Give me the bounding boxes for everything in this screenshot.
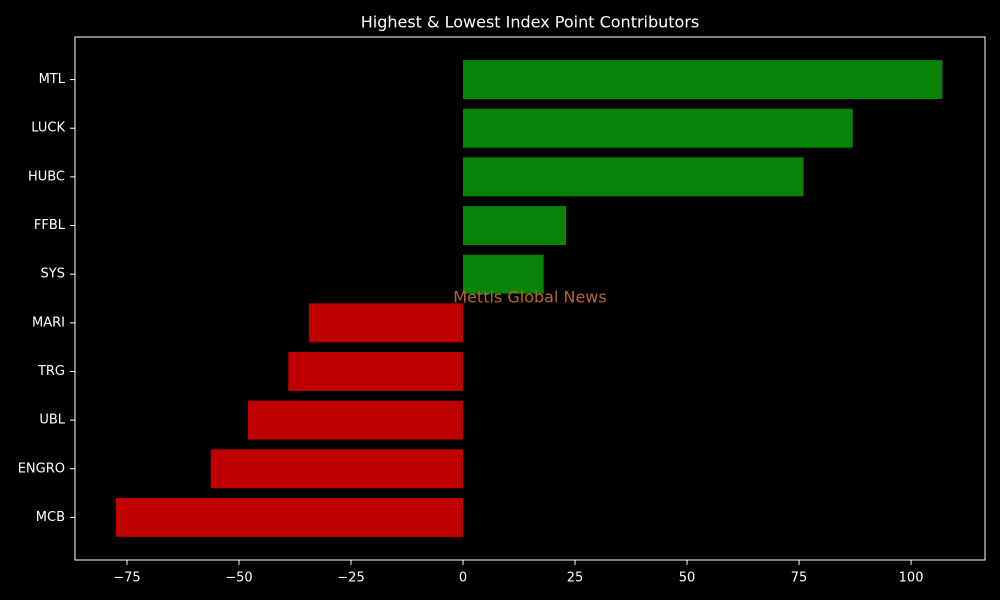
bar [463,108,853,148]
bar [463,254,544,294]
bar [288,352,464,391]
y-tick-label: UBL [39,413,65,428]
y-tick-label: FFBL [34,218,66,233]
bar [308,303,464,343]
chart-title: Highest & Lowest Index Point Contributor… [361,13,700,32]
x-tick-label: 50 [679,571,696,586]
plot-frame [74,36,986,561]
watermark: Mettis Global News [453,288,606,307]
x-tick-label: −25 [337,571,364,586]
y-tick-label: LUCK [31,121,65,136]
y-tick-label: MCB [36,510,65,525]
bar [463,60,943,100]
y-tick-label: MTL [39,72,66,87]
x-tick-label: 75 [791,571,808,586]
bar [115,497,464,537]
bar [247,400,464,440]
bar [463,206,567,245]
y-tick-label: MARI [32,315,65,330]
bar [463,157,804,197]
x-tick-label: −75 [113,571,140,586]
x-tick-label: 25 [567,571,584,586]
y-tick-label: HUBC [28,169,65,184]
y-tick-label: ENGRO [18,461,65,476]
bar [210,449,464,489]
x-tick-label: 100 [899,571,924,586]
x-tick-label: 0 [459,571,467,586]
y-tick-label: TRG [37,364,65,379]
y-tick-label: SYS [41,267,65,282]
x-tick-label: −50 [225,571,252,586]
